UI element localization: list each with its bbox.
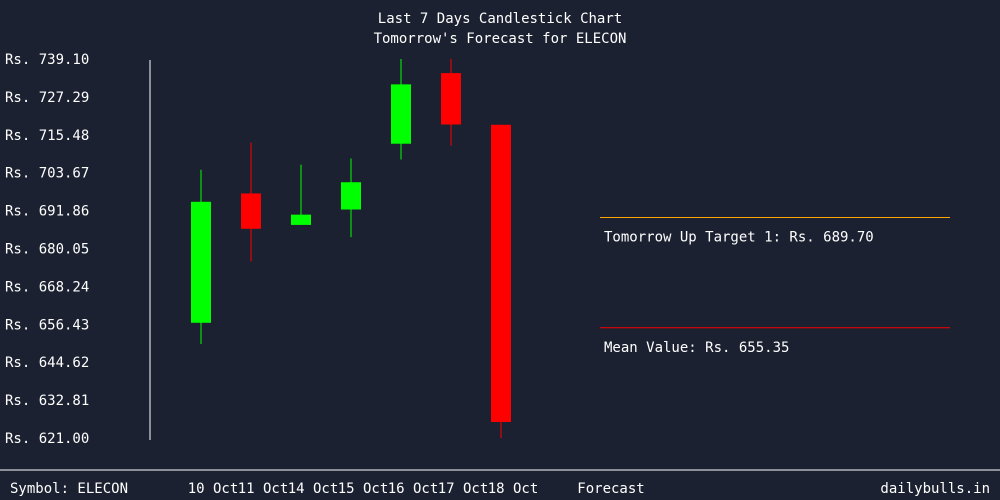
y-tick-label: Rs. 632.81 [5,393,89,409]
y-tick-label: Rs. 739.10 [5,52,89,68]
candle-body [491,124,511,422]
y-tick-label: Rs. 680.05 [5,242,89,258]
y-tick-label: Rs. 644.62 [5,355,89,371]
x-tick-label: 15 Oct [338,481,389,497]
y-tick-label: Rs. 715.48 [5,128,89,144]
y-tick-label: Rs. 621.00 [5,431,89,447]
x-tick-label: 17 Oct [438,481,489,497]
y-tick-label: Rs. 691.86 [5,204,89,220]
candle-body [441,73,461,125]
candle-body [291,214,311,225]
candle-15-oct [341,158,361,238]
mean-value-label: Mean Value: Rs. 655.35 [604,340,789,356]
chart-subtitle: Tomorrow's Forecast for ELECON [374,31,627,47]
y-tick-label: Rs. 727.29 [5,90,89,106]
candle-10-oct [191,169,211,344]
y-axis-ticks: Rs. 739.10 Rs. 727.29 Rs. 715.48 Rs. 703.67… [5,52,89,447]
candle-body [391,84,411,144]
x-tick-label: 14 Oct [288,481,339,497]
forecast-label: Forecast [577,481,644,497]
candles [191,59,511,438]
candle-18-oct [491,124,511,438]
x-tick-label: 18 Oct [488,481,539,497]
up-target-label: Tomorrow Up Target 1: Rs. 689.70 [604,230,874,246]
y-tick-label: Rs. 703.67 [5,166,89,182]
x-tick-label: 16 Oct [388,481,439,497]
candle-17-oct [441,59,461,146]
chart-title: Last 7 Days Candlestick Chart [378,11,622,27]
candle-14-oct [291,164,311,225]
y-tick-label: Rs. 656.43 [5,317,89,333]
x-tick-label: 11 Oct [238,481,289,497]
x-tick-label: 10 Oct [188,481,239,497]
y-tick-label: Rs. 668.24 [5,279,89,295]
site-label: dailybulls.in [880,481,990,497]
candle-body [241,193,261,229]
x-axis-ticks: 10 Oct 11 Oct 14 Oct 15 Oct 16 Oct 17 Oct 18 O… [188,481,539,497]
candle-16-oct [391,59,411,160]
candle-body [341,182,361,210]
symbol-label: Symbol: ELECON [10,481,128,497]
candle-11-oct [241,142,261,262]
candle-body [191,201,211,323]
